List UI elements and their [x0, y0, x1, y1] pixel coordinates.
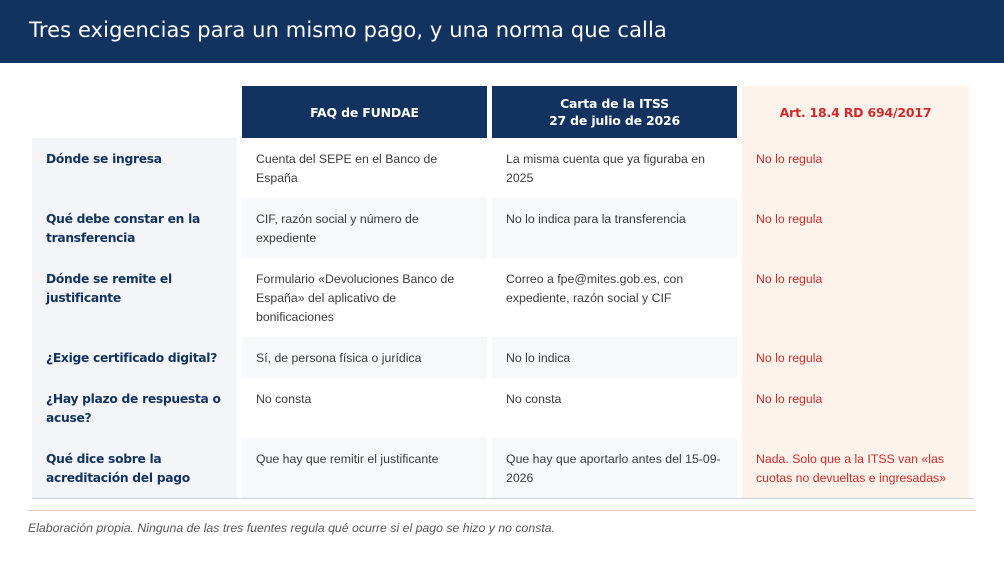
itss-cell: No lo indica para la transferencia — [492, 198, 737, 258]
footnote: Elaboración propia. Ninguna de las tres … — [28, 521, 556, 535]
itss-cell: No consta — [492, 378, 737, 438]
rd-cell: No lo regula — [742, 378, 969, 438]
fundae-cell: No consta — [242, 378, 487, 438]
column-header-rd-label: Art. 18.4 RD 694/2017 — [779, 104, 932, 120]
row-label: Dónde se ingresa — [32, 138, 237, 198]
itss-cell: No lo indica — [492, 337, 737, 378]
title-bar: Tres exigencias para un mismo pago, y un… — [0, 0, 1004, 63]
page-title: Tres exigencias para un mismo pago, y un… — [29, 18, 667, 42]
fundae-cell: CIF, razón social y número de expediente — [242, 198, 487, 258]
column-header-itss: Carta de la ITSS 27 de julio de 2026 — [492, 86, 737, 138]
column-header-fundae: FAQ de FUNDAE — [242, 86, 487, 138]
itss-cell: Correo a fpe@mites.gob.es, con expedient… — [492, 258, 737, 337]
rd-cell: Nada. Solo que a la ITSS van «las cuotas… — [742, 438, 969, 498]
row-label: ¿Hay plazo de respuesta o acuse? — [32, 378, 237, 438]
column-header-itss-line1: Carta de la ITSS — [560, 96, 669, 111]
fundae-cell: Formulario «Devoluciones Banco de España… — [242, 258, 487, 337]
column-header-rd: Art. 18.4 RD 694/2017 — [742, 86, 969, 138]
itss-cell: Que hay que aportarlo antes del 15-09-20… — [492, 438, 737, 498]
footnote-divider — [28, 510, 976, 511]
comparison-table: FAQ de FUNDAE Carta de la ITSS 27 de jul… — [32, 86, 974, 499]
fundae-cell: Cuenta del SEPE en el Banco de España — [242, 138, 487, 198]
fundae-cell: Que hay que remitir el justificante — [242, 438, 487, 498]
row-label: Dónde se remite el justificante — [32, 258, 237, 337]
itss-cell: La misma cuenta que ya figuraba en 2025 — [492, 138, 737, 198]
rd-cell: No lo regula — [742, 198, 969, 258]
column-header-itss-line2: 27 de julio de 2026 — [549, 113, 680, 128]
rd-cell: No lo regula — [742, 258, 969, 337]
row-label: Qué dice sobre la acreditación del pago — [32, 438, 237, 498]
row-label: Qué debe constar en la transferencia — [32, 198, 237, 258]
column-header-fundae-label: FAQ de FUNDAE — [310, 104, 419, 120]
rd-cell: No lo regula — [742, 337, 969, 378]
corner-cell — [32, 86, 237, 138]
rd-cell: No lo regula — [742, 138, 969, 198]
fundae-cell: Sí, de persona física o jurídica — [242, 337, 487, 378]
row-label: ¿Exige certificado digital? — [32, 337, 237, 378]
